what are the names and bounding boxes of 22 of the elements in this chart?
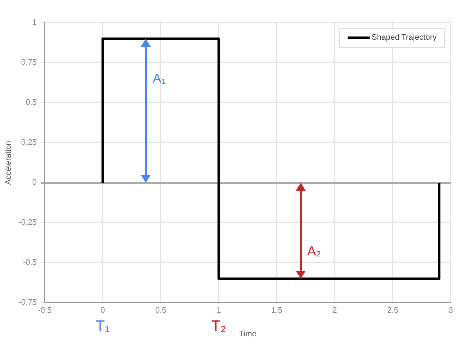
x-tick-label: 0 xyxy=(100,306,106,316)
annotation: A₁ xyxy=(152,70,167,86)
text: T₂ xyxy=(212,318,227,336)
y-tick-label: -0.5 xyxy=(23,258,38,268)
y-tick-label: -0.25 xyxy=(18,218,38,228)
x-tick-label: 2.5 xyxy=(387,306,400,316)
annotation: A₂ xyxy=(308,244,322,259)
text: T₁ xyxy=(96,318,110,336)
y-tick-label: 0.5 xyxy=(26,98,38,108)
x-tick-label: 0.5 xyxy=(155,306,168,316)
x-tick-label: 1 xyxy=(216,306,222,316)
legend-label: Shaped Trajectory xyxy=(372,33,437,42)
y-tick-label: 1 xyxy=(32,18,38,28)
x-axis-title: Time xyxy=(239,329,258,338)
y-tick-label: 0 xyxy=(32,178,38,188)
x-tick-label: 3 xyxy=(448,306,454,316)
y-axis-title: Acceleration xyxy=(4,140,14,186)
y-tick-label: -0.75 xyxy=(18,298,38,308)
x-tick-label: 1.5 xyxy=(271,306,284,316)
y-tick-label: 0.75 xyxy=(21,58,38,68)
x-tick-label: 2 xyxy=(332,306,338,316)
y-tick-label: 0.25 xyxy=(21,138,38,148)
